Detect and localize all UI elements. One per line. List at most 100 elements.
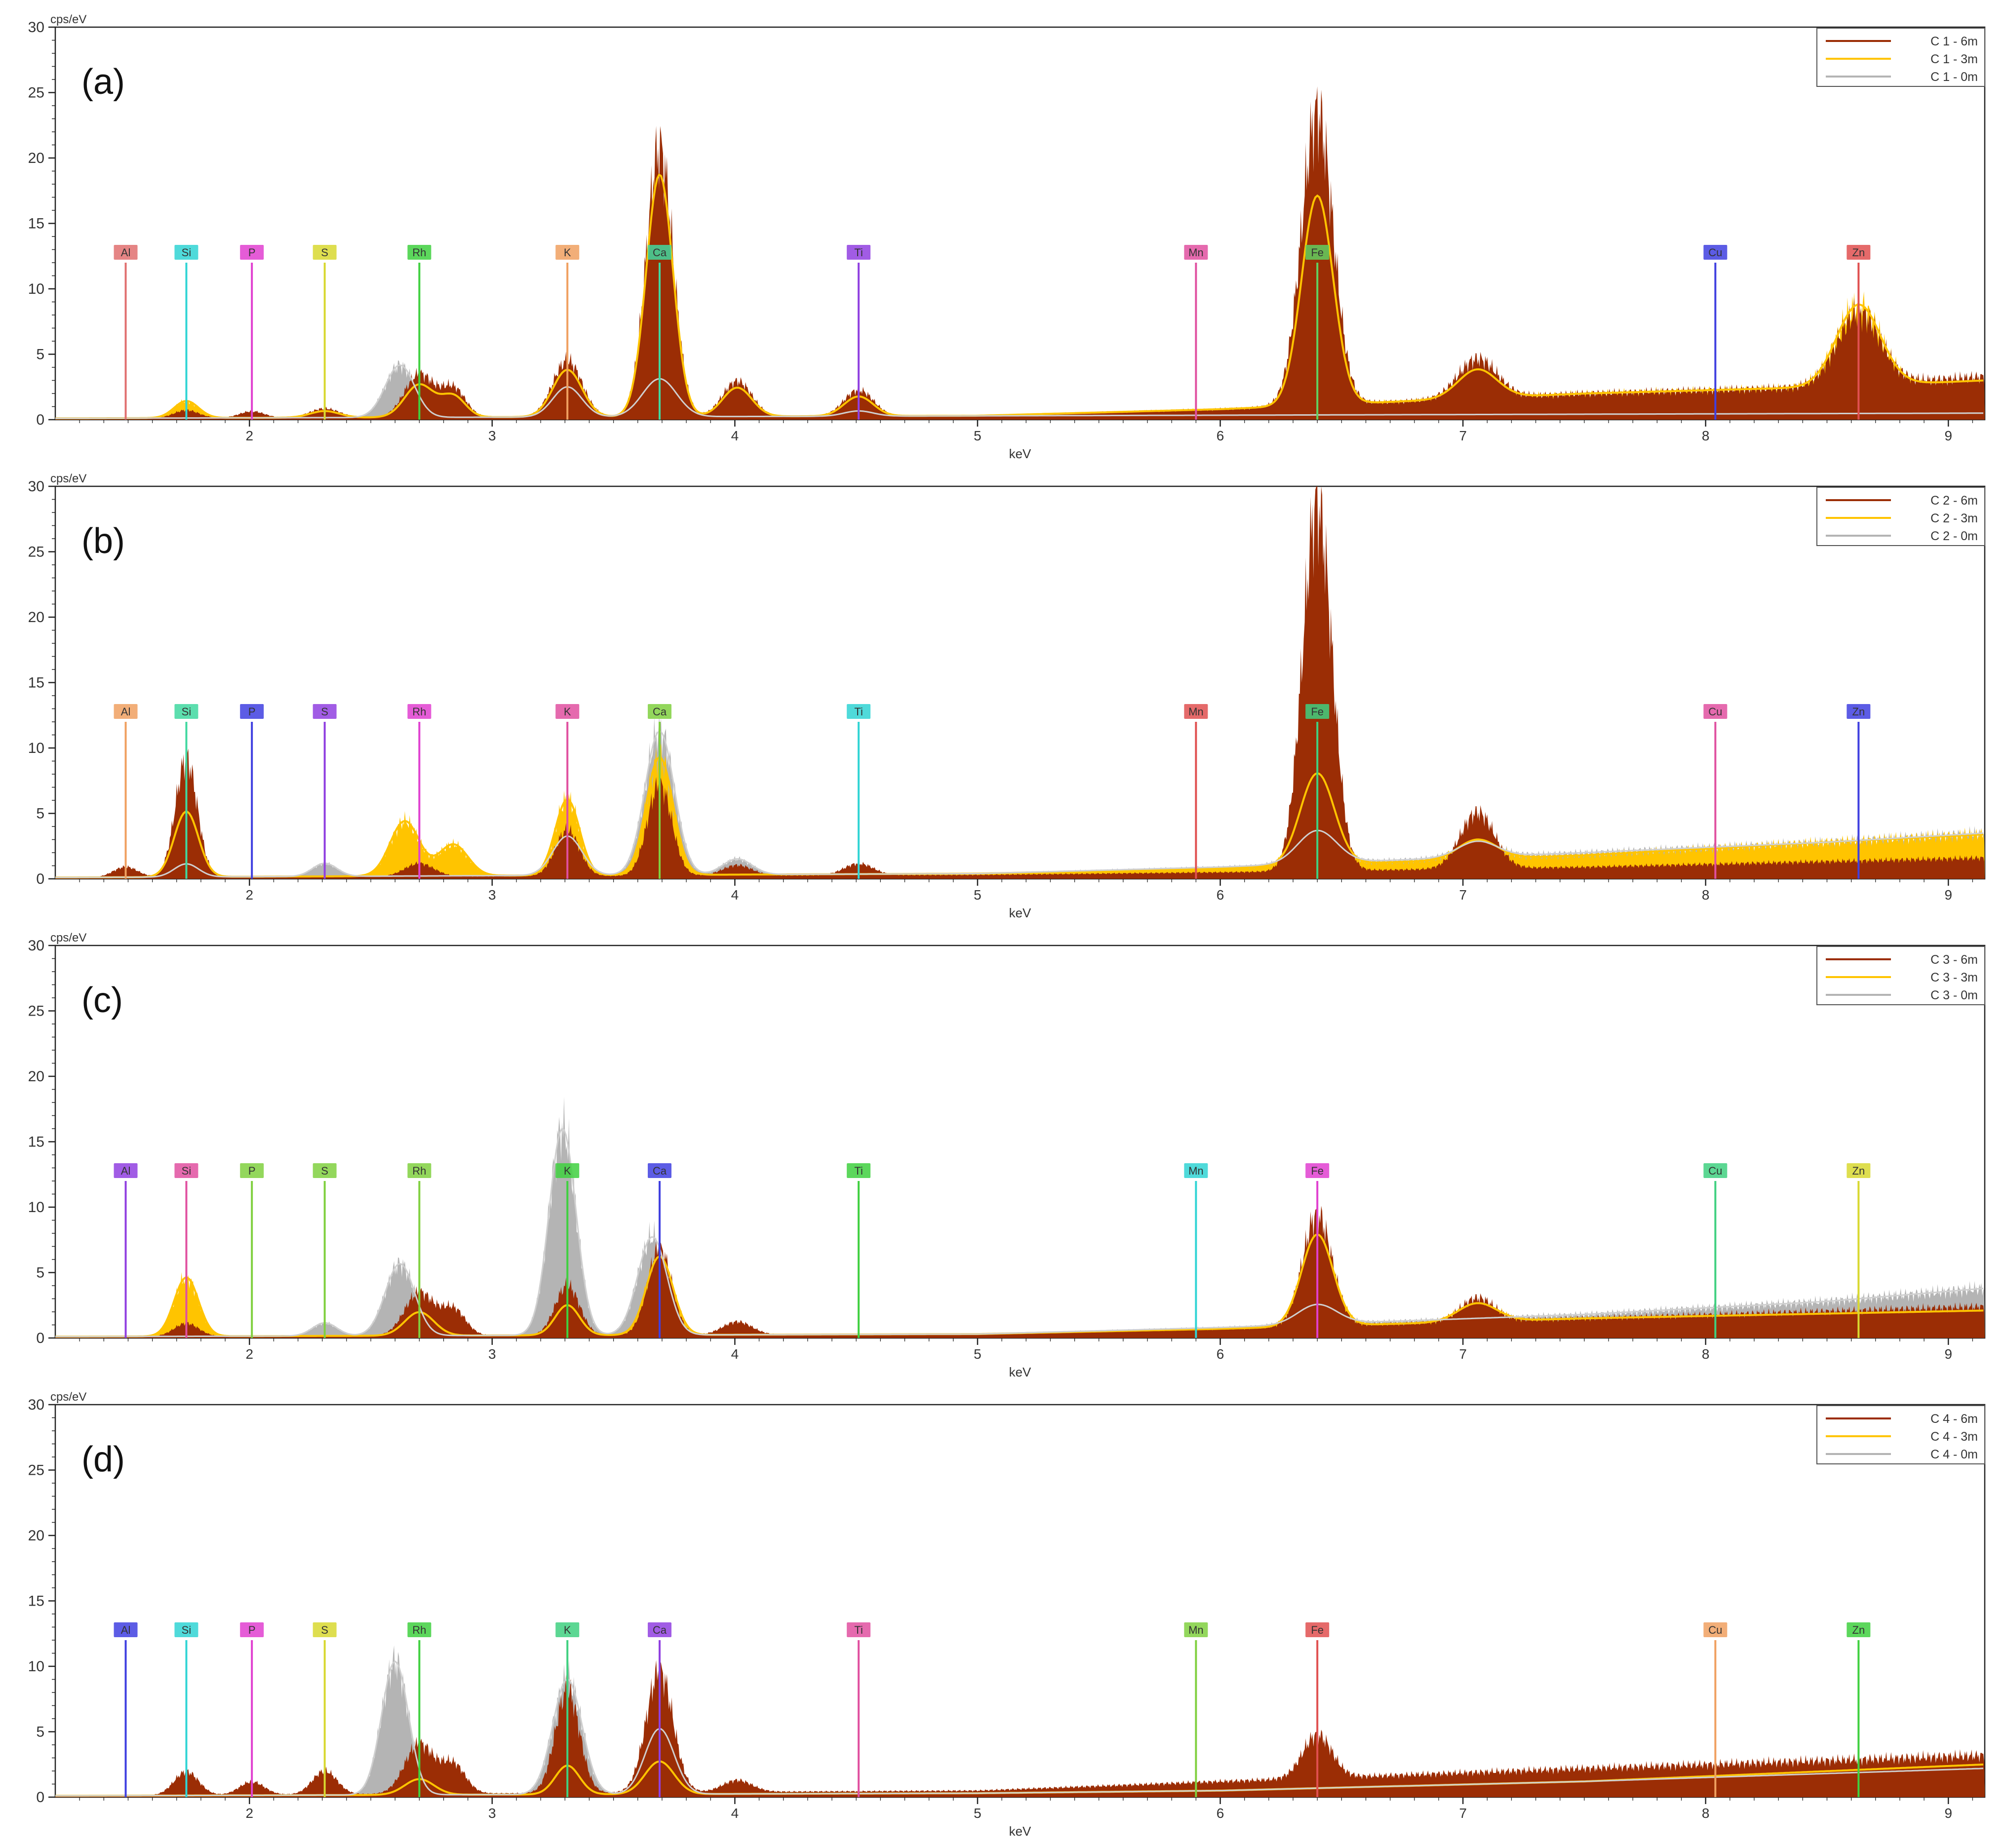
marker-label-box-rh xyxy=(407,1622,432,1637)
y-tick-label: 5 xyxy=(36,1724,44,1740)
marker-label-mn: Mn xyxy=(1188,246,1204,259)
plot-frame xyxy=(54,485,1986,880)
marker-label-al: Al xyxy=(121,246,131,259)
x-tick-label: 7 xyxy=(1459,887,1467,903)
marker-label-box-k xyxy=(555,245,580,260)
x-tick-label: 6 xyxy=(1217,1806,1224,1821)
marker-label-box-al xyxy=(114,1622,138,1637)
y-tick-label: 25 xyxy=(28,1003,44,1020)
series-line-c1-0m xyxy=(55,364,1984,419)
marker-label-box-zn xyxy=(1847,245,1871,260)
marker-label-ca: Ca xyxy=(653,1624,667,1636)
x-tick-label: 4 xyxy=(731,428,739,443)
y-tick-label: 10 xyxy=(28,740,44,756)
marker-label-box-cu xyxy=(1703,704,1728,719)
marker-label-ca: Ca xyxy=(653,246,667,259)
marker-label-box-k xyxy=(555,704,580,719)
y-tick-label: 20 xyxy=(28,1068,44,1085)
y-tick-label: 20 xyxy=(28,609,44,626)
y-tick-label: 20 xyxy=(28,150,44,166)
x-tick-label: 6 xyxy=(1217,887,1224,903)
y-tick-label: 0 xyxy=(36,1789,44,1806)
marker-label-ca: Ca xyxy=(653,1165,667,1177)
spectrum-panel-1: Al Si P S Rh K Ca Ti Mn Fe Cu Zn 0 5 10 15 20 25 30 2 3 4 5 6 7 8… xyxy=(28,13,1986,461)
y-tick-label: 10 xyxy=(28,281,44,297)
marker-label-box-ca xyxy=(648,1622,672,1637)
marker-label-box-zn xyxy=(1847,1622,1871,1637)
y-tick-label: 30 xyxy=(28,478,44,495)
marker-label-al: Al xyxy=(121,1165,131,1177)
marker-label-box-si xyxy=(174,1622,198,1637)
series-area-c3-6m xyxy=(55,1204,1985,1338)
y-tick-label: 15 xyxy=(28,675,44,691)
marker-label-zn: Zn xyxy=(1852,706,1865,718)
y-tick-label: 5 xyxy=(36,806,44,822)
x-axis-unit: keV xyxy=(1009,905,1031,920)
marker-label-k: K xyxy=(564,706,571,718)
x-tick-label: 5 xyxy=(974,1346,982,1362)
marker-label-box-k xyxy=(555,1163,580,1178)
x-tick-label: 2 xyxy=(245,887,253,903)
marker-label-al: Al xyxy=(121,1624,131,1636)
series-line-c4-0m xyxy=(55,1660,1984,1797)
marker-label-box-al xyxy=(114,704,138,719)
marker-label-k: K xyxy=(564,1624,571,1636)
y-tick-label: 10 xyxy=(28,1658,44,1675)
marker-label-si: Si xyxy=(182,1165,192,1177)
plot-frame xyxy=(54,944,1986,1339)
marker-label-k: K xyxy=(564,246,571,259)
marker-label-p: P xyxy=(248,1624,256,1636)
x-tick-label: 2 xyxy=(245,1806,253,1821)
marker-label-box-s xyxy=(313,245,337,260)
marker-label-box-ti xyxy=(847,245,871,260)
marker-label-box-fe xyxy=(1305,1622,1330,1637)
marker-label-box-si xyxy=(174,1163,198,1178)
marker-label-box-ti xyxy=(847,1163,871,1178)
y-tick-label: 0 xyxy=(36,1330,44,1346)
marker-label-rh: Rh xyxy=(412,706,426,718)
series-area-c4-6m xyxy=(55,1660,1985,1797)
marker-label-ti: Ti xyxy=(854,1165,863,1177)
marker-label-si: Si xyxy=(182,706,192,718)
marker-label-cu: Cu xyxy=(1708,706,1722,718)
x-tick-label: 9 xyxy=(1944,1806,1952,1821)
marker-label-fe: Fe xyxy=(1311,1624,1324,1636)
legend-label: C 1 - 0m xyxy=(1930,70,1978,84)
marker-label-p: P xyxy=(248,246,256,259)
marker-label-box-k xyxy=(555,1622,580,1637)
plot-frame xyxy=(54,1404,1986,1798)
marker-label-box-p xyxy=(240,1163,264,1178)
spectrum-panel-4: Al Si P S Rh K Ca Ti Mn Fe Cu Zn 0 5 10 15 20 25 30 2 3 4 5 6 7 8… xyxy=(28,1390,1986,1839)
marker-label-s: S xyxy=(321,706,328,718)
marker-label-fe: Fe xyxy=(1311,1165,1324,1177)
legend-label: C 4 - 0m xyxy=(1930,1448,1978,1461)
y-tick-label: 15 xyxy=(28,216,44,232)
marker-label-p: P xyxy=(248,1165,256,1177)
y-axis-unit: cps/eV xyxy=(50,931,86,944)
y-tick-label: 30 xyxy=(28,19,44,36)
marker-label-box-fe xyxy=(1305,245,1330,260)
series-line-c3-0m xyxy=(55,1127,1984,1337)
y-tick-label: 15 xyxy=(28,1134,44,1150)
marker-label-mn: Mn xyxy=(1188,1624,1204,1636)
y-tick-label: 5 xyxy=(36,1265,44,1281)
y-tick-label: 0 xyxy=(36,412,44,428)
legend-label: C 3 - 0m xyxy=(1930,988,1978,1002)
x-tick-label: 6 xyxy=(1217,428,1224,443)
marker-label-box-mn xyxy=(1184,1163,1208,1178)
marker-label-box-zn xyxy=(1847,704,1871,719)
legend-label: C 1 - 6m xyxy=(1930,35,1978,48)
x-tick-label: 2 xyxy=(245,428,253,443)
legend-label: C 3 - 3m xyxy=(1930,971,1978,984)
marker-label-box-zn xyxy=(1847,1163,1871,1178)
legend-label: C 4 - 3m xyxy=(1930,1430,1978,1444)
y-axis-unit: cps/eV xyxy=(50,472,86,485)
x-axis-unit: keV xyxy=(1009,1365,1031,1379)
legend-label: C 2 - 0m xyxy=(1930,529,1978,543)
marker-label-si: Si xyxy=(182,1624,192,1636)
marker-label-zn: Zn xyxy=(1852,1165,1865,1177)
x-tick-label: 5 xyxy=(974,887,982,903)
x-tick-label: 4 xyxy=(731,887,739,903)
x-tick-label: 9 xyxy=(1944,1346,1952,1362)
marker-label-box-ca xyxy=(648,1163,672,1178)
